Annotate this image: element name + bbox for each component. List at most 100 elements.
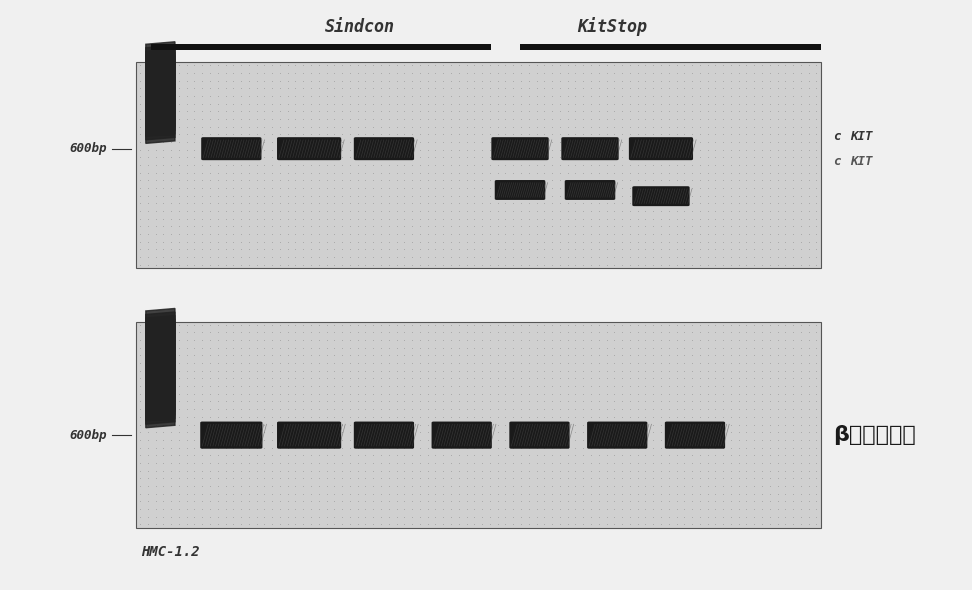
Point [443, 191, 459, 200]
Point [630, 91, 645, 100]
Point [226, 442, 241, 453]
Point [404, 504, 420, 513]
Point [544, 206, 560, 215]
Point [420, 206, 435, 215]
Point [397, 191, 412, 200]
Point [148, 420, 163, 430]
Point [568, 335, 583, 345]
Point [233, 198, 249, 208]
Point [529, 221, 544, 231]
Point [801, 466, 816, 476]
Point [505, 237, 521, 247]
Point [295, 435, 311, 445]
Point [599, 512, 614, 522]
Point [397, 366, 412, 376]
Point [451, 504, 467, 513]
Point [257, 320, 272, 329]
Point [537, 497, 552, 506]
Point [404, 106, 420, 116]
Point [521, 152, 537, 162]
Point [148, 435, 163, 445]
Point [467, 397, 482, 407]
Point [358, 435, 373, 445]
Point [358, 122, 373, 131]
Point [342, 106, 358, 116]
Point [645, 244, 661, 254]
Point [342, 335, 358, 345]
Point [365, 451, 381, 460]
Point [435, 520, 451, 529]
Point [257, 489, 272, 498]
Point [389, 435, 404, 445]
Point [241, 481, 257, 491]
Point [303, 343, 319, 353]
Point [280, 374, 295, 384]
Point [218, 512, 233, 522]
Point [342, 168, 358, 177]
Point [653, 504, 669, 513]
Point [638, 91, 653, 100]
Point [575, 221, 591, 231]
Point [770, 237, 785, 247]
Point [731, 160, 746, 169]
Point [544, 382, 560, 391]
Point [171, 435, 187, 445]
Point [669, 237, 684, 247]
Point [435, 512, 451, 522]
Point [373, 206, 389, 215]
Point [171, 366, 187, 376]
Point [272, 114, 288, 123]
Point [739, 214, 754, 223]
Point [700, 451, 715, 460]
Point [723, 397, 739, 407]
Point [202, 451, 218, 460]
Point [583, 68, 599, 77]
Point [365, 366, 381, 376]
Point [319, 451, 334, 460]
Point [669, 206, 684, 215]
Point [179, 122, 194, 131]
Point [194, 335, 210, 345]
Point [412, 427, 428, 437]
Point [381, 76, 397, 85]
Point [140, 412, 156, 421]
Point [793, 343, 809, 353]
Point [474, 458, 490, 467]
Point [599, 451, 614, 460]
Point [163, 106, 179, 116]
Point [264, 520, 280, 529]
Point [498, 191, 513, 200]
Point [187, 114, 202, 123]
Point [715, 512, 731, 522]
Point [754, 106, 770, 116]
Point [583, 442, 599, 453]
Point [194, 137, 210, 146]
Point [715, 350, 731, 360]
Point [412, 129, 428, 139]
Point [770, 260, 785, 269]
Point [334, 435, 350, 445]
Point [778, 106, 793, 116]
Point [140, 466, 156, 476]
Point [677, 160, 692, 169]
Point [482, 405, 498, 414]
Point [708, 320, 723, 329]
Point [482, 152, 498, 162]
Point [334, 175, 350, 185]
Point [498, 230, 513, 239]
Point [249, 366, 264, 376]
Point [404, 481, 420, 491]
Point [583, 91, 599, 100]
Point [412, 435, 428, 445]
Point [451, 412, 467, 421]
Point [793, 244, 809, 254]
Point [785, 451, 801, 460]
Point [599, 244, 614, 254]
Point [443, 374, 459, 384]
Point [295, 68, 311, 77]
Point [132, 343, 148, 353]
Point [295, 504, 311, 513]
Point [132, 60, 148, 70]
Point [428, 512, 443, 522]
Point [365, 359, 381, 368]
